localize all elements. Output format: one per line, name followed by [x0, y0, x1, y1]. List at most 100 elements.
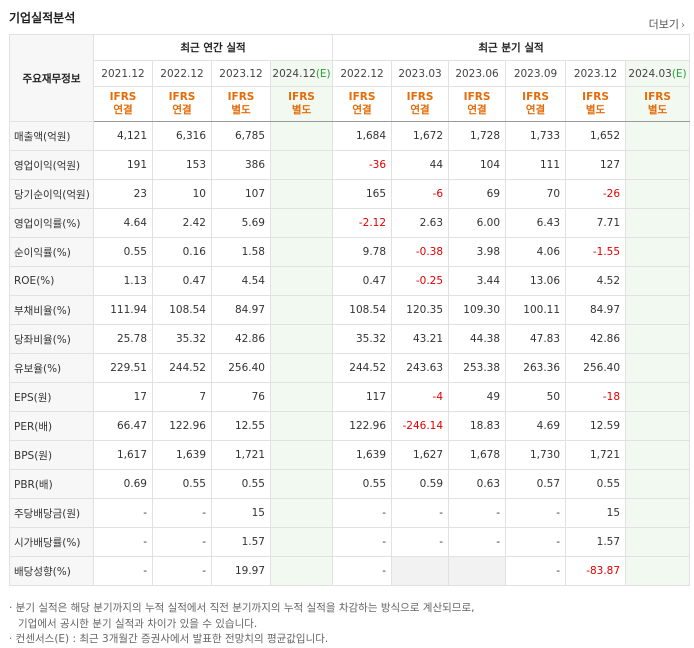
table-cell: 0.55 — [152, 469, 212, 499]
period-header: 2024.12(E) — [269, 60, 334, 87]
ifrs-standard: IFRS — [644, 91, 671, 103]
table-cell: - — [391, 527, 450, 557]
table-cell — [269, 556, 334, 586]
period-label: 2023.09 — [513, 67, 558, 80]
table-cell: 6,316 — [152, 121, 212, 151]
row-label: 당기순이익(억원) — [9, 179, 94, 209]
table-cell: 70 — [505, 179, 567, 209]
ifrs-header: IFRS 별도 — [625, 86, 691, 122]
table-cell: 6.00 — [448, 208, 507, 238]
table-cell: 1,684 — [332, 121, 393, 151]
table-cell — [625, 440, 691, 470]
ifrs-standard: IFRS — [109, 91, 137, 103]
chevron-right-icon: › — [681, 20, 685, 31]
table-cell: 4.52 — [565, 266, 627, 296]
table-cell — [625, 150, 691, 180]
row-label: 부채비율(%) — [9, 295, 94, 325]
table-cell: 127 — [565, 150, 627, 180]
table-cell — [625, 179, 691, 209]
table-cell — [625, 382, 691, 412]
table-cell: -0.25 — [391, 266, 450, 296]
table-cell: 0.55 — [93, 237, 153, 267]
table-cell — [269, 208, 334, 238]
table-cell: 108.54 — [332, 295, 393, 325]
table-cell: 3.44 — [448, 266, 507, 296]
table-cell — [269, 353, 334, 383]
row-label: PER(배) — [9, 411, 94, 441]
ifrs-standard: IFRS — [582, 91, 609, 103]
table-cell: 1,721 — [211, 440, 271, 470]
table-cell: 1,678 — [448, 440, 507, 470]
table-row: 매출액(억원) 4,121 6,316 6,785 1,684 1,672 1,728 1,7… — [9, 121, 691, 151]
table-cell: 84.97 — [565, 295, 627, 325]
table-cell: 1.13 — [93, 266, 153, 296]
table-cell: -36 — [332, 150, 393, 180]
table-cell: 12.59 — [565, 411, 627, 441]
table-cell — [269, 382, 334, 412]
table-cell: 1,728 — [448, 121, 507, 151]
row-label: ROE(%) — [9, 266, 94, 296]
table-cell: 1,617 — [93, 440, 153, 470]
table-cell — [269, 266, 334, 296]
table-cell: 47.83 — [505, 324, 567, 354]
table-cell: 229.51 — [93, 353, 153, 383]
table-cell: 7.71 — [565, 208, 627, 238]
more-label: 더보기 — [648, 18, 679, 31]
table-row: 순이익률(%) 0.55 0.16 1.58 9.78 -0.38 3.98 4.06 -1.5… — [9, 237, 691, 267]
table-cell: - — [505, 527, 567, 557]
period-header: 2023.12 — [211, 60, 271, 87]
table-cell — [625, 295, 691, 325]
ifrs-header: IFRS 별도 — [211, 86, 271, 122]
table-cell: 44.38 — [448, 324, 507, 354]
table-cell: 5.69 — [211, 208, 271, 238]
section-header: 기업실적분석 더보기 › — [9, 0, 689, 34]
period-label: 2023.03 — [398, 67, 442, 80]
table-cell: - — [448, 498, 507, 528]
ifrs-header: IFRS 별도 — [269, 86, 334, 122]
table-cell: 153 — [152, 150, 212, 180]
table-cell: 120.35 — [391, 295, 450, 325]
period-label: 2023.12 — [573, 67, 618, 80]
table-cell: 66.47 — [93, 411, 153, 441]
section-title: 기업실적분석 — [9, 11, 76, 25]
table-cell: 0.57 — [505, 469, 567, 499]
table-cell: 4,121 — [93, 121, 153, 151]
table-cell — [625, 527, 691, 557]
ifrs-scope: 연결 — [113, 104, 133, 116]
table-cell — [448, 556, 507, 586]
table-cell: - — [152, 556, 212, 586]
ifrs-standard: IFRS — [348, 91, 376, 103]
table-row: 영업이익(억원) 191 153 386 -36 44 104 111 127 — [9, 150, 691, 180]
more-link[interactable]: 더보기 › — [649, 16, 685, 32]
footnote-2: · 컨센서스(E) : 최근 3개월간 증권사에서 발표한 전망치의 평균값입니… — [9, 633, 329, 645]
period-header: 2022.12 — [332, 60, 393, 87]
table-cell: - — [93, 527, 153, 557]
table-cell: 1.58 — [211, 237, 271, 267]
ifrs-header: IFRS 연결 — [505, 86, 567, 122]
table-cell: 23 — [93, 179, 153, 209]
table-cell: 3.98 — [448, 237, 507, 267]
table-cell — [625, 121, 691, 151]
table-cell: -1.55 — [565, 237, 627, 267]
table-cell: 1,721 — [565, 440, 627, 470]
ifrs-standard: IFRS — [168, 91, 196, 103]
row-label: 유보율(%) — [9, 353, 94, 383]
table-cell: 0.59 — [391, 469, 450, 499]
row-label: 영업이익률(%) — [9, 208, 94, 238]
table-cell: 6,785 — [211, 121, 271, 151]
table-row: 영업이익률(%) 4.64 2.42 5.69 -2.12 2.63 6.00 6.43 7.7… — [9, 208, 691, 238]
table-cell — [269, 411, 334, 441]
ifrs-scope: 연결 — [352, 104, 372, 116]
row-label: BPS(원) — [9, 440, 94, 470]
table-cell: - — [391, 498, 450, 528]
table-cell: -0.38 — [391, 237, 450, 267]
table-cell: 109.30 — [448, 295, 507, 325]
table-cell: 1,627 — [391, 440, 450, 470]
period-header: 2023.12 — [565, 60, 627, 87]
table-cell: -26 — [565, 179, 627, 209]
table-cell — [269, 498, 334, 528]
table-row: EPS(원) 17 7 76 117 -4 49 50 -18 — [9, 382, 691, 412]
table-row: PER(배) 66.47 122.96 12.55 122.96 -246.14 18.83… — [9, 411, 691, 441]
table-row: BPS(원) 1,617 1,639 1,721 1,639 1,627 1,678 1,73… — [9, 440, 691, 470]
table-cell: 4.06 — [505, 237, 567, 267]
